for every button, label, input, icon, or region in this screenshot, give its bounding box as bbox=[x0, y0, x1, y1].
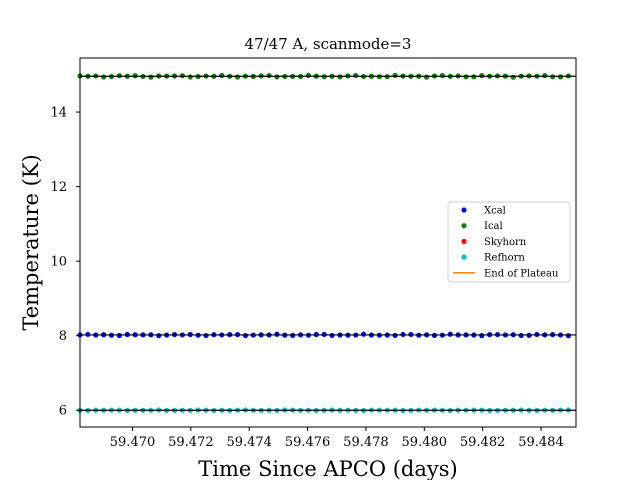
x-tick-label: 59.484 bbox=[518, 435, 564, 450]
x-axis-label: Time Since APCO (days) bbox=[198, 457, 457, 480]
data-point-xcal bbox=[447, 331, 453, 337]
legend-label-skyhorn: Skyhorn bbox=[484, 237, 527, 248]
data-point-xcal bbox=[565, 333, 572, 339]
data-point-ical bbox=[353, 72, 359, 79]
legend-box bbox=[447, 201, 571, 283]
legend-marker-refhorn bbox=[461, 254, 467, 260]
data-point-xcal bbox=[274, 331, 280, 337]
y-tick-label: 6 bbox=[59, 404, 67, 419]
data-point-ical bbox=[510, 74, 516, 80]
x-tick-label: 59.478 bbox=[343, 435, 389, 450]
y-tick-label: 10 bbox=[50, 255, 67, 270]
data-point-ical bbox=[219, 72, 225, 79]
data-point-ical bbox=[187, 74, 193, 80]
x-tick-label: 59.482 bbox=[460, 435, 506, 450]
data-point-ical bbox=[479, 73, 485, 79]
data-point-ical bbox=[424, 74, 430, 80]
legend: Xcal Ical Skyhorn Refhorn End of Plateau bbox=[447, 201, 571, 283]
chart-title: 47/47 A, scanmode=3 bbox=[245, 35, 412, 53]
x-axis-ticks: 59.470 59.472 59.474 59.476 59.478 59.480 59.4… bbox=[110, 427, 564, 450]
data-point-xcal bbox=[361, 331, 367, 337]
data-point-ical bbox=[234, 74, 241, 80]
y-tick-label: 8 bbox=[59, 329, 67, 344]
x-tick-label: 59.476 bbox=[285, 435, 331, 450]
data-point-ical bbox=[148, 74, 154, 80]
legend-marker-ical bbox=[461, 223, 467, 229]
x-tick-label: 59.472 bbox=[168, 435, 214, 450]
legend-marker-skyhorn bbox=[461, 238, 467, 244]
data-point-xcal bbox=[203, 332, 209, 339]
data-point-xcal bbox=[85, 331, 91, 337]
x-tick-label: 59.470 bbox=[110, 435, 156, 450]
data-point-xcal bbox=[479, 333, 485, 339]
legend-marker-xcal bbox=[461, 207, 467, 213]
x-tick-label: 59.480 bbox=[402, 435, 448, 450]
data-point-xcal bbox=[242, 332, 249, 339]
data-point-ical bbox=[392, 72, 398, 79]
plot-area-frame bbox=[79, 57, 577, 428]
y-tick-label: 12 bbox=[50, 180, 67, 195]
data-point-ical bbox=[305, 72, 312, 78]
legend-label-xcal: Xcal bbox=[484, 206, 506, 217]
y-tick-label: 14 bbox=[50, 106, 67, 121]
y-axis-label: Temperature (K) bbox=[19, 154, 43, 330]
y-axis-ticks: 6 8 10 12 14 bbox=[50, 106, 80, 419]
legend-label-refhorn: Refhorn bbox=[484, 253, 525, 264]
legend-label-end-of-plateau: End of Plateau bbox=[484, 268, 559, 279]
x-tick-label: 59.474 bbox=[226, 435, 272, 450]
fit-lines bbox=[80, 75, 576, 411]
data-point-ical bbox=[542, 73, 548, 79]
legend-label-ical: Ical bbox=[484, 221, 503, 232]
data-point-xcal bbox=[156, 333, 162, 339]
data-point-ical bbox=[266, 72, 272, 79]
data-point-ical bbox=[439, 73, 445, 79]
data-point-ical bbox=[101, 74, 107, 80]
